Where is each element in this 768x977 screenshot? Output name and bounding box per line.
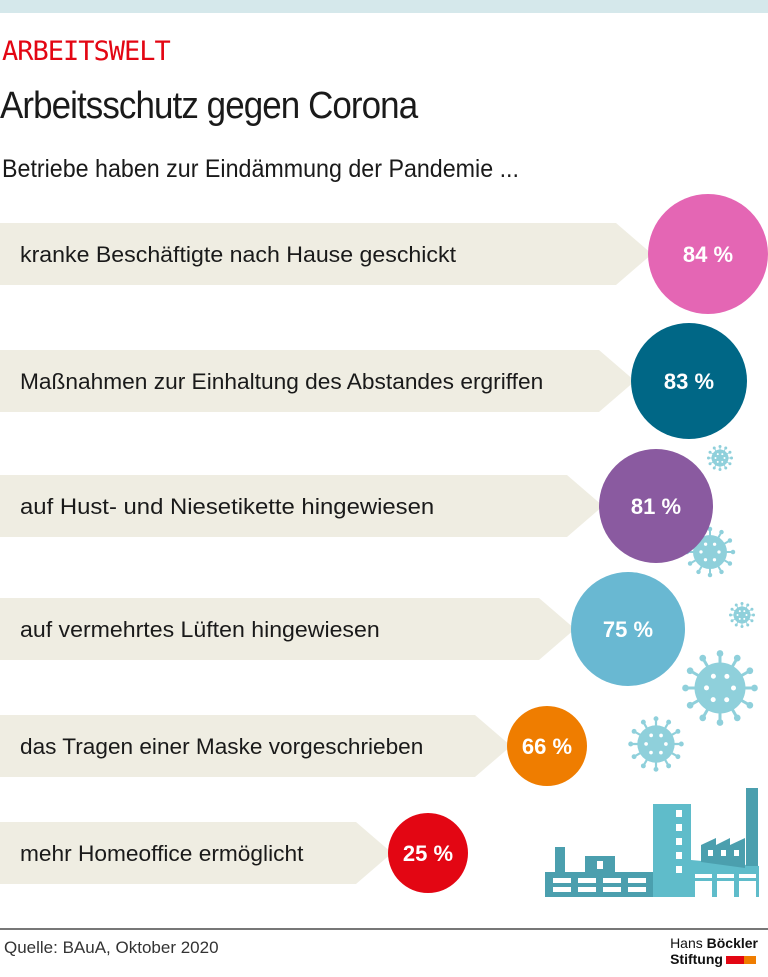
logo-text: Böckler [706, 935, 758, 951]
label-banner [0, 598, 575, 660]
label-banner [0, 223, 652, 285]
virus-icon [729, 602, 755, 628]
virus-icon [682, 650, 758, 726]
chart-row: kranke Beschäftigte nach Hause geschickt… [0, 194, 768, 314]
chart-row: Maßnahmen zur Einhaltung des Abstandes e… [0, 323, 747, 439]
value-label: 75 % [603, 617, 653, 642]
value-label: 83 % [664, 369, 714, 394]
virus-icon [707, 445, 733, 471]
logo-text: Hans [670, 935, 707, 951]
value-label: 84 % [683, 242, 733, 267]
logo: Hans Böckler Stiftung [670, 935, 758, 967]
chart-row: auf Hust- und Niesetikette hingewiesen 81… [0, 449, 713, 563]
label-banner [0, 350, 635, 412]
label-banner [0, 715, 511, 777]
category-label: auf Hust- und Niesetikette hingewiesen [20, 494, 434, 519]
factory-icon [545, 788, 759, 897]
divider [0, 928, 768, 930]
logo-text: Stiftung [670, 951, 723, 967]
category-label: auf vermehrtes Lüften hingewiesen [20, 617, 380, 642]
chart-row: auf vermehrtes Lüften hingewiesen 75 % [0, 572, 685, 686]
virus-icon [628, 716, 684, 772]
chart-row: mehr Homeoffice ermöglicht 25 % [0, 813, 468, 893]
decoration [545, 445, 759, 897]
value-bubble [507, 706, 587, 786]
value-bubble [571, 572, 685, 686]
value-label: 25 % [403, 841, 453, 866]
top-bar [0, 0, 768, 13]
category-label: das Tragen einer Maske vorgeschrieben [20, 734, 423, 759]
value-label: 81 % [631, 494, 681, 519]
source-note: Quelle: BAuA, Oktober 2020 [4, 938, 219, 957]
label-banner [0, 475, 603, 537]
category-label: Maßnahmen zur Einhaltung des Abstandes e… [20, 369, 543, 394]
label-banner [0, 822, 392, 884]
value-bubble [648, 194, 768, 314]
chart-row: das Tragen einer Maske vorgeschrieben 66 … [0, 706, 587, 786]
value-label: 66 % [522, 734, 572, 759]
value-bubble [631, 323, 747, 439]
category-label: mehr Homeoffice ermöglicht [20, 841, 303, 866]
value-bubble [599, 449, 713, 563]
value-bubble [388, 813, 468, 893]
kicker: ARBEITSWELT [2, 36, 171, 67]
category-label: kranke Beschäftigte nach Hause geschickt [20, 242, 456, 267]
page-title: Arbeitsschutz gegen Corona [0, 85, 418, 127]
subtitle: Betriebe haben zur Eindämmung der Pandem… [2, 155, 519, 183]
